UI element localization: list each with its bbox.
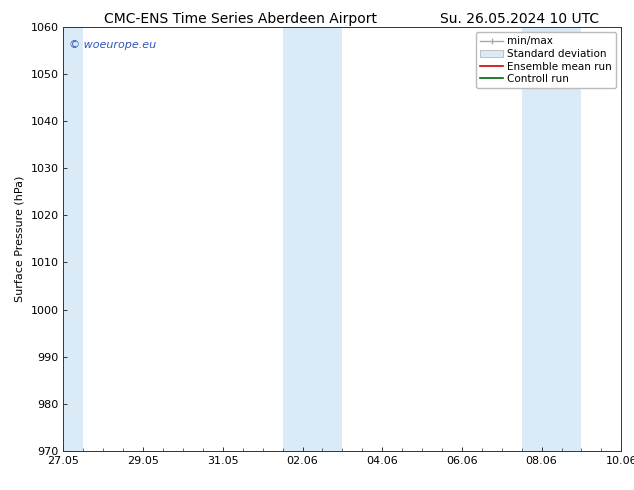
Bar xyxy=(63,27,83,451)
Text: CMC-ENS Time Series Aberdeen Airport: CMC-ENS Time Series Aberdeen Airport xyxy=(105,12,377,26)
Text: Su. 26.05.2024 10 UTC: Su. 26.05.2024 10 UTC xyxy=(441,12,599,26)
Y-axis label: Surface Pressure (hPa): Surface Pressure (hPa) xyxy=(15,176,25,302)
Bar xyxy=(283,27,342,451)
Legend: min/max, Standard deviation, Ensemble mean run, Controll run: min/max, Standard deviation, Ensemble me… xyxy=(476,32,616,88)
Bar xyxy=(522,27,581,451)
Text: © woeurope.eu: © woeurope.eu xyxy=(69,40,156,49)
